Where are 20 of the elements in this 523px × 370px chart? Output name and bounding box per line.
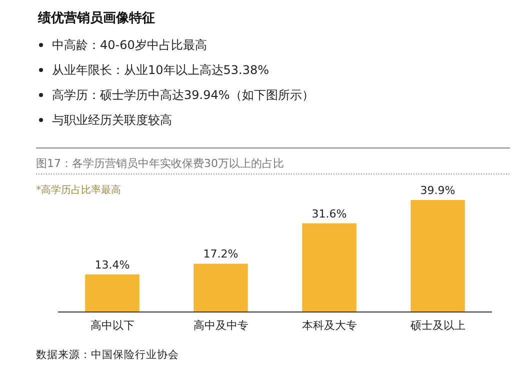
text: *高学历占比率最高	[36, 184, 121, 196]
x-tick-label: 高中以下	[90, 319, 134, 332]
bar	[85, 274, 140, 312]
chart-subtitle: 图17：各学历营销员中年实收保费30万以上的占比	[36, 157, 284, 170]
text: 与职业经历关联度较高	[52, 113, 172, 127]
x-tick-label: 高中及中专	[193, 319, 248, 332]
data-label: 39.9%	[420, 184, 456, 197]
x-tick-label: 本科及大专	[302, 319, 357, 332]
bar	[194, 264, 248, 312]
data-label: 13.4%	[94, 258, 130, 272]
text: 高学历：硕士学历中高达39.94%（如下图所示）	[52, 88, 314, 102]
data-label: 31.6%	[312, 207, 347, 220]
x-tick-label: 硕士及以上	[409, 319, 466, 332]
bar	[302, 223, 356, 312]
chart-title: 绩优营销员画像特征	[37, 10, 155, 26]
text: 中高龄：40-60岁中占比最高	[52, 38, 207, 52]
data-label: 17.2%	[203, 248, 238, 261]
source-note: 数据来源：中国保险行业协会	[36, 348, 179, 361]
text: 从业年限长：从业10年以上高达53.38%	[52, 63, 270, 77]
bar	[410, 200, 465, 312]
